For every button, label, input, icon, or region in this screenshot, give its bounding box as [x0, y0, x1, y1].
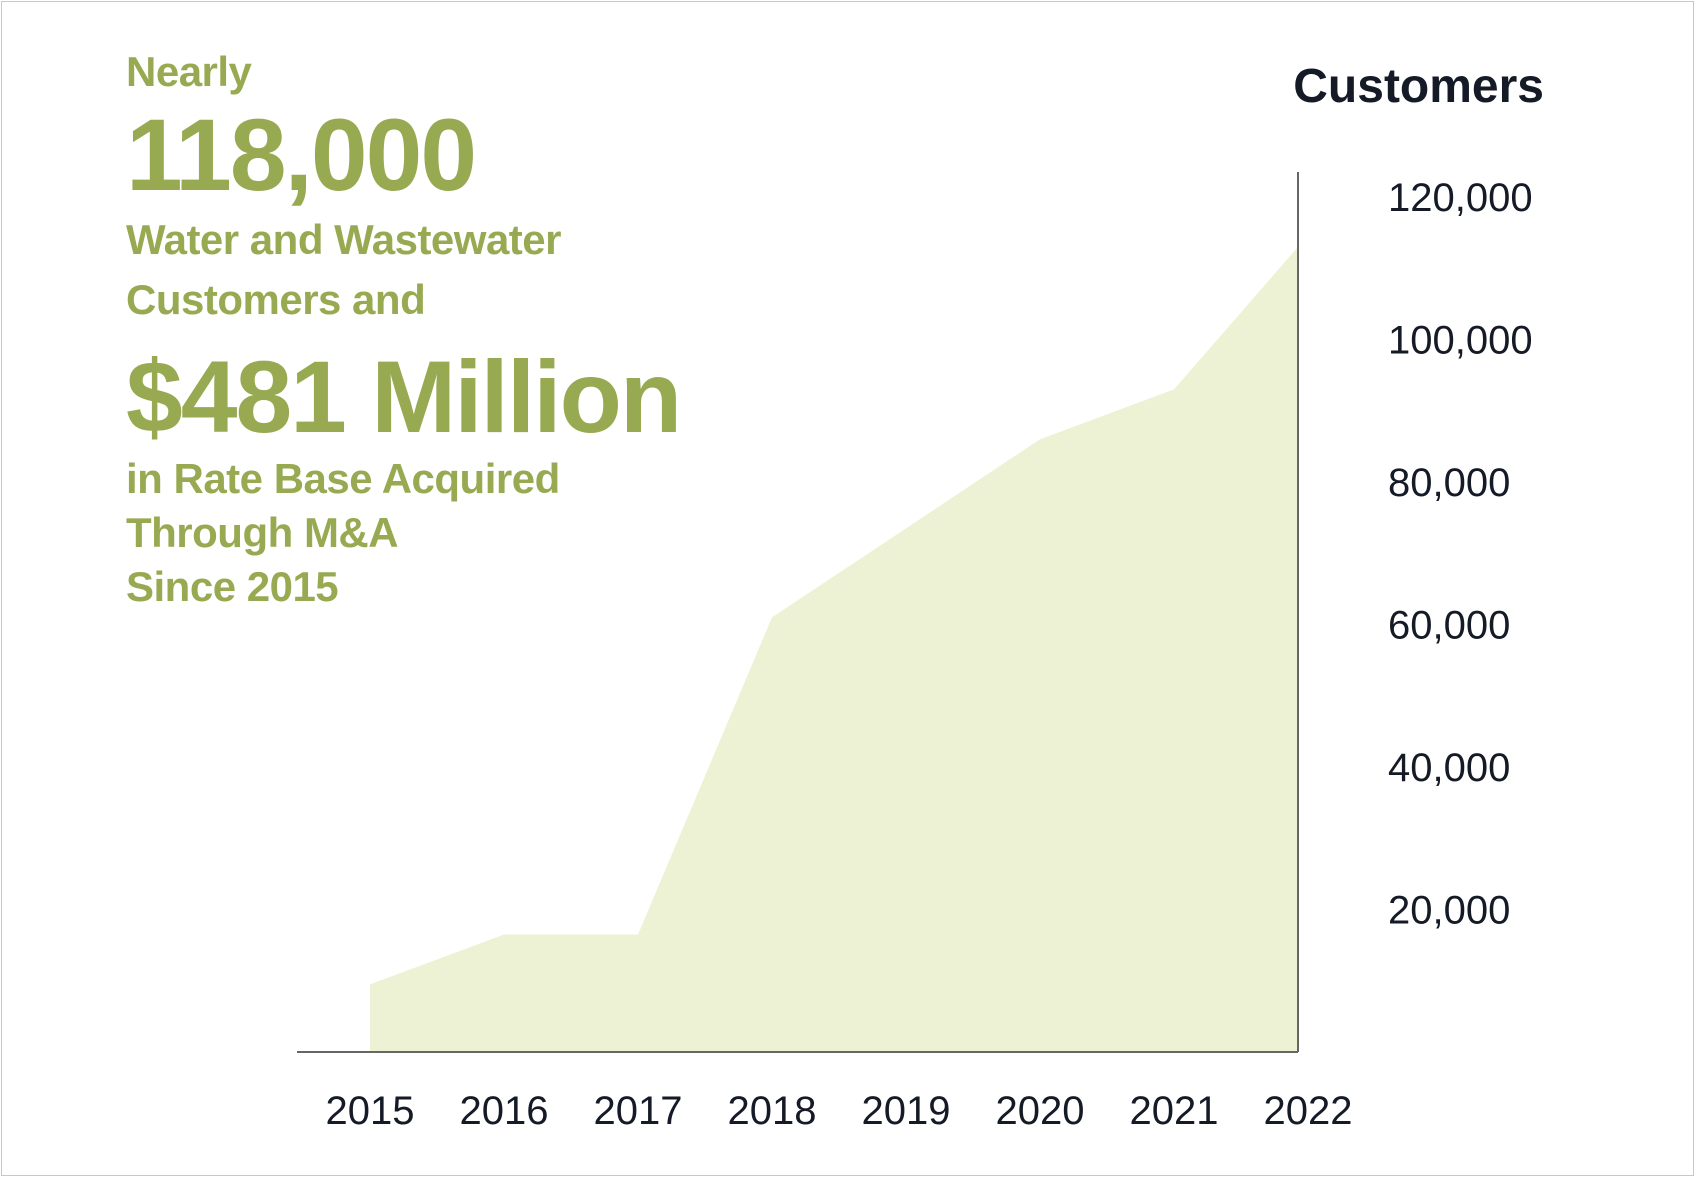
area-layer — [369, 246, 1299, 1052]
x-tick-label: 2018 — [728, 1089, 817, 1133]
y-tick-label: 120,000 — [1388, 176, 1533, 220]
x-tick-label: 2016 — [460, 1089, 549, 1133]
y-tick-labels: 20,000 40,000 60,000 80,000 100,000 120,000 — [1388, 176, 1533, 933]
y-tick-label: 40,000 — [1388, 746, 1510, 790]
y-tick-label: 100,000 — [1388, 319, 1533, 363]
rate-base-line-3: Since 2015 — [126, 563, 339, 610]
customers-line-2: Customers and — [126, 276, 426, 323]
headline-block: Nearly 118,000 Water and Wastewater Cust… — [126, 42, 682, 614]
rate-base-line-2: Through M&A — [126, 509, 399, 556]
customers-line-1: Water and Wastewater — [126, 216, 562, 263]
rate-base-figure: $481 Million — [126, 340, 682, 454]
x-tick-label: 2020 — [996, 1089, 1085, 1133]
y-tick-label: 20,000 — [1388, 889, 1510, 933]
y-tick-label: 80,000 — [1388, 461, 1510, 505]
customers-area — [370, 246, 1298, 1052]
axis-layer — [297, 172, 1299, 1053]
x-tick-labels: 2015 2016 2017 2018 2019 2020 2021 2022 — [326, 1089, 1353, 1133]
x-tick-label: 2015 — [326, 1089, 415, 1133]
x-tick-label: 2017 — [594, 1089, 683, 1133]
headline-prefix: Nearly — [126, 48, 252, 95]
x-tick-label: 2019 — [862, 1089, 951, 1133]
x-tick-label: 2022 — [1264, 1089, 1353, 1133]
y-tick-label: 60,000 — [1388, 604, 1510, 648]
customers-figure: 118,000 — [126, 98, 477, 212]
x-tick-label: 2021 — [1130, 1089, 1219, 1133]
y-axis-title: Customers — [1293, 60, 1544, 113]
rate-base-line-1: in Rate Base Acquired — [126, 455, 560, 502]
